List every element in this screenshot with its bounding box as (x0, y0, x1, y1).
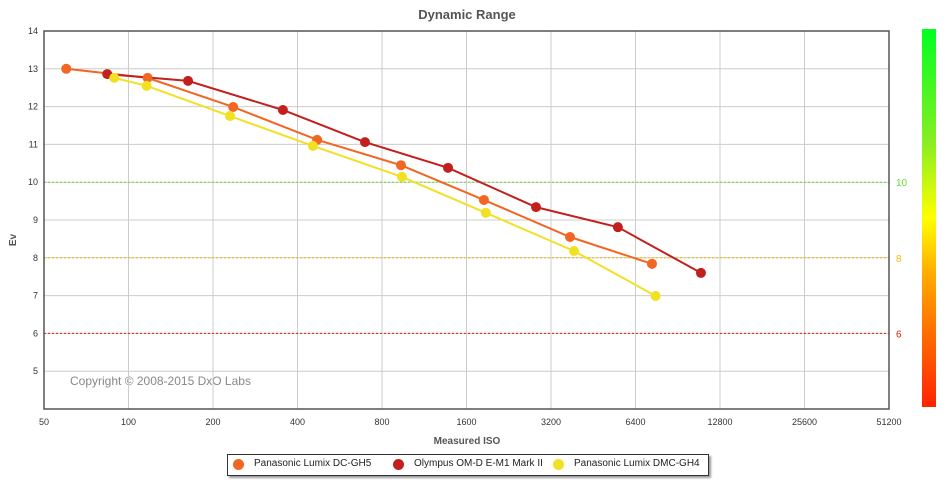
data-point (612, 222, 623, 233)
reference-line-label: 6 (896, 329, 902, 340)
x-tick-label: 800 (374, 417, 389, 427)
legend: Panasonic Lumix DC-GH5 Olympus OM-D E-M1… (227, 454, 709, 476)
data-point (141, 80, 152, 91)
legend-marker-gh4 (553, 459, 564, 470)
data-point (478, 194, 489, 205)
y-tick-label: 11 (29, 139, 38, 149)
series-line (66, 67, 653, 265)
legend-item-gh4[interactable]: Panasonic Lumix DMC-GH4 (574, 458, 700, 469)
x-tick-label: 3200 (541, 417, 561, 427)
reference-line-label: 8 (896, 254, 902, 265)
y-tick-label: 13 (28, 64, 38, 74)
data-point (61, 63, 72, 74)
data-point (480, 207, 491, 218)
data-point (396, 160, 407, 171)
y-tick-label: 8 (33, 253, 38, 263)
data-point (109, 72, 120, 83)
data-point (397, 171, 408, 182)
x-tick-label: 12800 (707, 417, 732, 427)
y-tick-label: 9 (33, 215, 38, 225)
copyright-text: Copyright © 2008-2015 DxO Labs (70, 374, 251, 388)
data-point (277, 105, 288, 116)
series-line (107, 73, 702, 274)
data-point (695, 267, 706, 278)
reference-line-label: 10 (896, 178, 908, 189)
data-point (183, 75, 194, 86)
data-point (360, 137, 371, 148)
y-axis-label: Ev (8, 233, 19, 246)
legend-marker-gh5 (233, 459, 244, 470)
legend-marker-em1 (393, 459, 404, 470)
data-point (228, 101, 239, 112)
legend-item-gh5[interactable]: Panasonic Lumix DC-GH5 (254, 458, 372, 469)
color-scale-bar (922, 29, 936, 407)
data-point (650, 290, 661, 301)
data-point (531, 202, 542, 213)
data-point (569, 245, 580, 256)
x-tick-label: 6400 (625, 417, 645, 427)
data-point (443, 162, 454, 173)
x-axis-label: Measured ISO (434, 436, 501, 447)
y-tick-label: 14 (28, 26, 38, 36)
data-point (225, 111, 236, 122)
x-tick-label: 25600 (792, 417, 817, 427)
series-line (114, 76, 657, 297)
data-point (565, 232, 576, 243)
x-tick-label: 400 (290, 417, 305, 427)
x-tick-label: 1600 (456, 417, 476, 427)
x-tick-label: 100 (121, 417, 136, 427)
legend-item-em1[interactable]: Olympus OM-D E-M1 Mark II (414, 458, 543, 469)
data-point (307, 140, 318, 151)
data-point (142, 72, 153, 83)
y-tick-label: 10 (28, 177, 38, 187)
x-tick-label: 50 (39, 417, 49, 427)
y-tick-label: 7 (33, 291, 38, 301)
y-tick-label: 6 (33, 328, 38, 338)
chart-title: Dynamic Range (418, 7, 516, 22)
x-tick-label: 200 (205, 417, 220, 427)
x-tick-label: 51200 (876, 417, 901, 427)
y-tick-label: 12 (28, 102, 38, 112)
plot-frame (43, 30, 890, 410)
data-point (646, 258, 657, 269)
y-tick-label: 5 (33, 366, 38, 376)
